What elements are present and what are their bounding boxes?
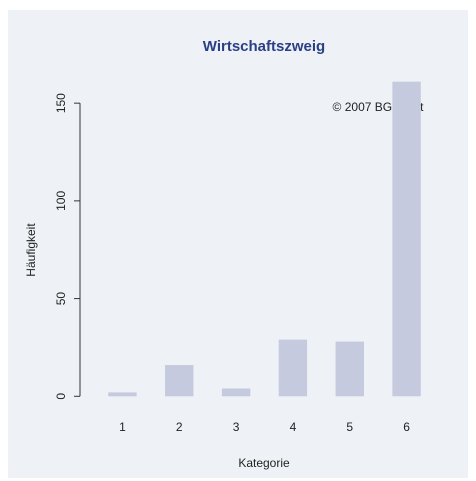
bar bbox=[108, 392, 137, 397]
x-tick-label: 3 bbox=[233, 420, 240, 434]
y-tick-label: 0 bbox=[54, 393, 68, 400]
y-tick-label: 150 bbox=[54, 93, 68, 113]
bar bbox=[278, 339, 308, 397]
x-tick-label: 2 bbox=[176, 420, 183, 434]
x-tick-label: 6 bbox=[403, 420, 410, 434]
chart-background bbox=[8, 10, 468, 478]
x-tick-label: 4 bbox=[290, 420, 297, 434]
bar bbox=[221, 388, 251, 397]
chart-title: Wirtschaftszweig bbox=[203, 38, 325, 55]
x-axis-label: Kategorie bbox=[238, 456, 290, 470]
y-tick-label: 100 bbox=[54, 191, 68, 211]
y-tick-label: 50 bbox=[54, 292, 68, 306]
bar bbox=[335, 341, 364, 397]
x-tick-label: 5 bbox=[346, 420, 353, 434]
x-tick-label: 1 bbox=[119, 420, 126, 434]
bar bbox=[392, 81, 421, 397]
bar bbox=[165, 365, 194, 397]
y-axis-label: Häufigkeit bbox=[24, 223, 38, 277]
